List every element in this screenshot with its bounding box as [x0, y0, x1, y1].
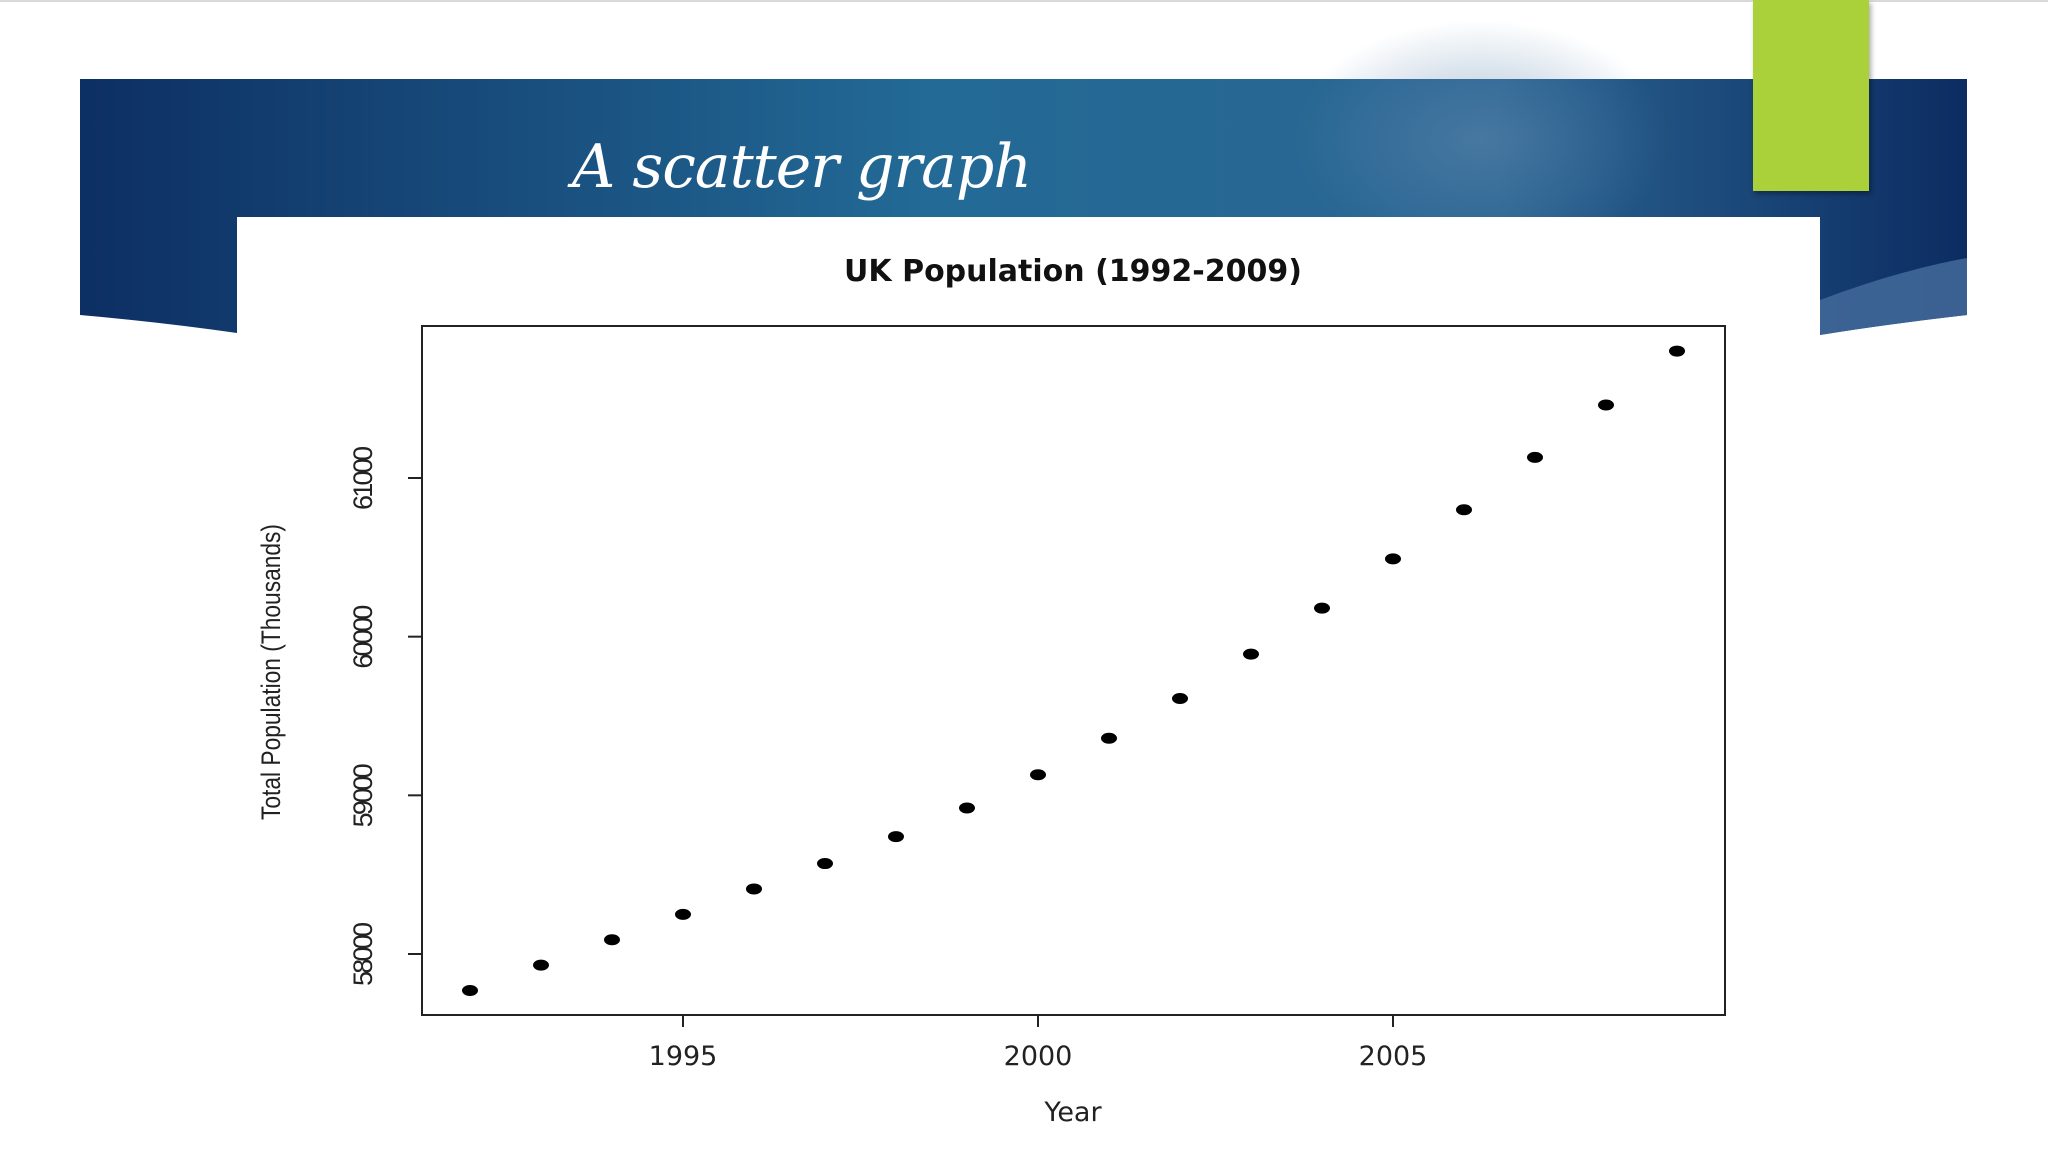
- data-point-1992: [462, 984, 478, 996]
- slide-title: A scatter graph: [572, 132, 1032, 202]
- data-point-1994: [604, 934, 620, 946]
- data-point-2003: [1243, 648, 1259, 660]
- y-tick-label-58000: 58000: [348, 922, 378, 986]
- chart-panel: UK Population (1992-2009) 1995 2000 2005 580…: [237, 217, 1820, 1152]
- data-point-2008: [1598, 399, 1614, 411]
- chart-title: UK Population (1992-2009): [844, 254, 1302, 289]
- data-point-1999: [959, 802, 975, 814]
- data-point-1996: [746, 883, 762, 895]
- accent-bar: [1753, 0, 1869, 191]
- data-point-2002: [1172, 693, 1188, 705]
- data-point-2006: [1456, 504, 1472, 516]
- data-point-1995: [675, 908, 691, 920]
- scatter-chart: UK Population (1992-2009) 1995 2000 2005 580…: [256, 254, 1726, 1128]
- data-point-2000: [1030, 769, 1046, 781]
- x-tick-label-2000: 2000: [1004, 1041, 1073, 1072]
- x-tick-label-2005: 2005: [1359, 1041, 1428, 1072]
- data-point-1997: [817, 858, 833, 870]
- y-tick-label-60000: 60000: [348, 605, 378, 669]
- data-point-1993: [533, 959, 549, 971]
- x-axis-label: Year: [1043, 1097, 1102, 1128]
- plot-frame: [421, 325, 1726, 1016]
- data-point-2005: [1385, 553, 1401, 565]
- data-point-2004: [1314, 602, 1330, 614]
- data-point-1998: [888, 831, 904, 843]
- y-tick-label-59000: 59000: [348, 763, 378, 827]
- y-tick-label-61000: 61000: [348, 446, 378, 510]
- data-point-2007: [1527, 451, 1543, 463]
- data-point-2001: [1101, 732, 1117, 744]
- data-point-2009: [1669, 345, 1685, 357]
- x-tick-label-1995: 1995: [649, 1041, 718, 1072]
- slide-top-border: [0, 0, 2048, 2]
- y-axis-label: Total Population (Thousands): [256, 524, 286, 820]
